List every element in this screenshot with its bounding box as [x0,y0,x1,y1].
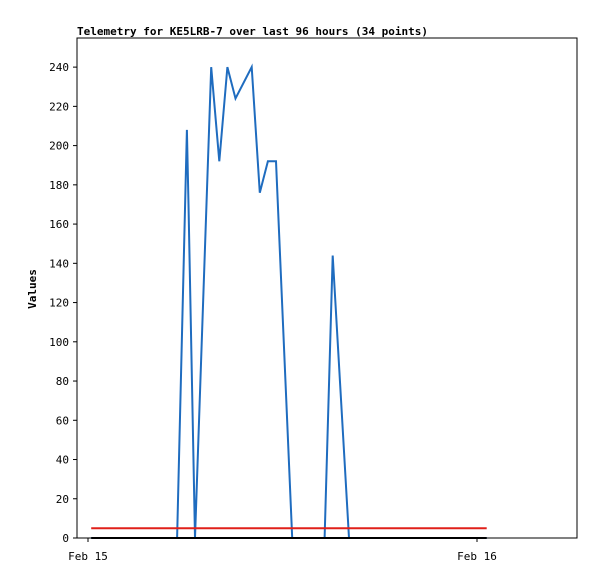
series-line-1 [91,63,487,539]
y-tick-label: 60 [56,414,69,427]
y-tick-label: 80 [56,375,69,388]
y-tick-label: 160 [49,218,69,231]
x-tick-label: Feb 16 [457,550,497,563]
y-axis: 0 20 40 60 80 100 120 140 160 180 200 220 240 [49,61,77,545]
y-axis-label: Values [26,269,39,309]
series-layer [91,63,487,539]
y-tick-label: 180 [49,179,69,192]
y-tick-label: 220 [49,100,69,113]
y-tick-label: 100 [49,336,69,349]
y-tick-label: 0 [62,532,69,545]
x-tick-label: Feb 15 [68,550,108,563]
y-tick-label: 200 [49,140,69,153]
y-tick-label: 140 [49,257,69,270]
y-tick-label: 240 [49,61,69,74]
y-tick-label: 40 [56,454,69,467]
y-tick-label: 20 [56,493,69,506]
x-axis: Feb 15 Feb 16 [68,538,497,563]
y-tick-label: 120 [49,297,69,310]
chart-title: Telemetry for KE5LRB-7 over last 96 hour… [77,25,428,38]
